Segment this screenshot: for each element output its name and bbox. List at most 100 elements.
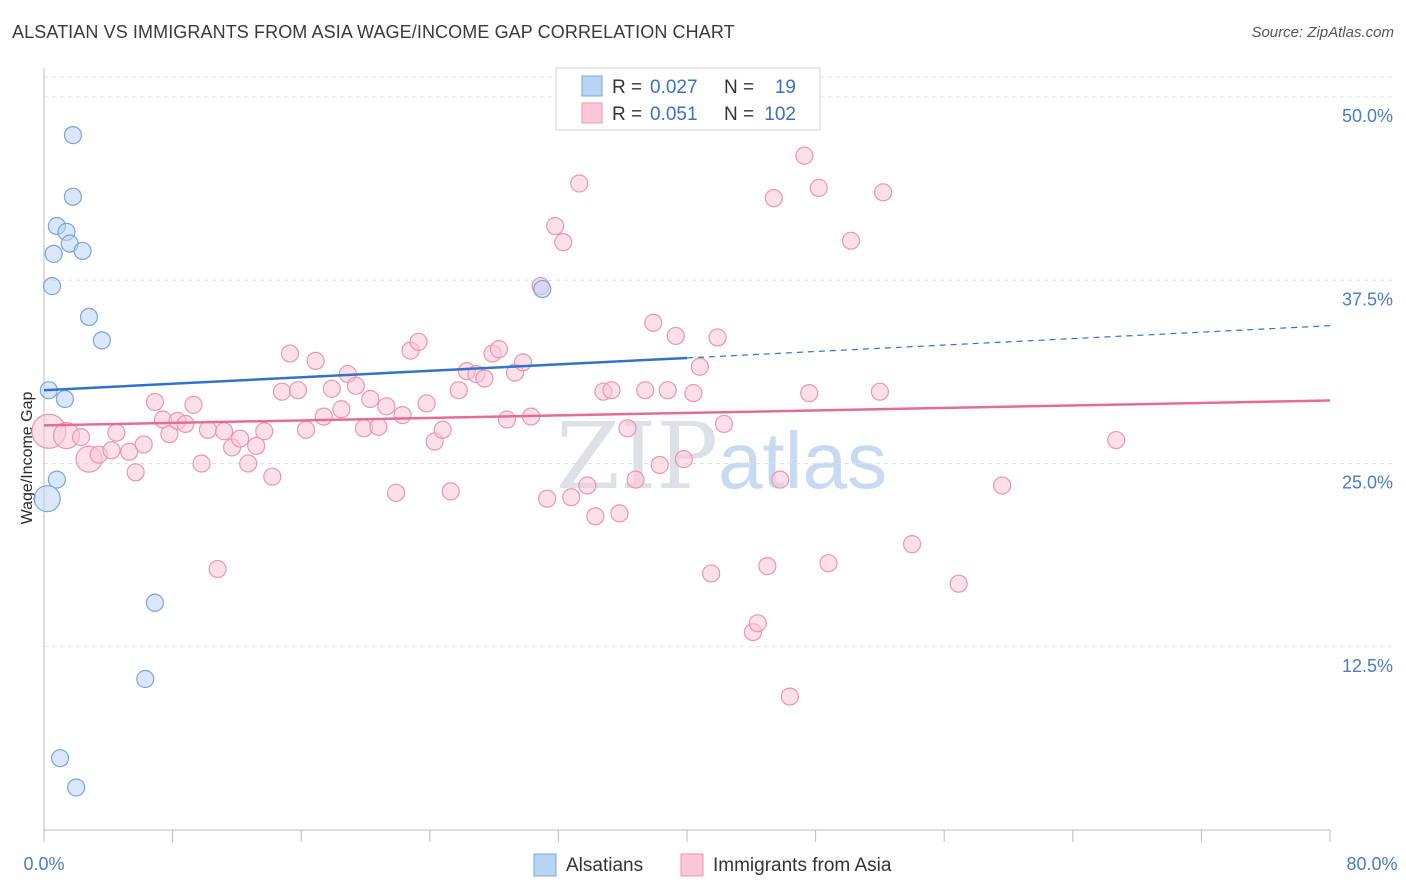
data-point — [658, 381, 677, 400]
data-point — [949, 574, 968, 593]
data-point — [361, 389, 380, 409]
legend-n-label-1: N = — [724, 77, 754, 98]
data-point — [73, 241, 92, 261]
data-point — [192, 454, 211, 473]
legend-swatch-immigrants — [581, 102, 603, 124]
data-point — [71, 428, 91, 447]
data-point — [780, 687, 799, 706]
data-point — [690, 357, 709, 376]
data-point — [497, 410, 517, 429]
trend-line-alsatians — [43, 356, 688, 392]
data-point — [386, 483, 406, 502]
data-point — [208, 559, 227, 579]
y-tick-label: 37.5% — [1342, 289, 1393, 309]
data-point — [489, 340, 509, 359]
data-point — [332, 400, 351, 419]
data-point — [702, 564, 721, 583]
legend-n-value-1: 19 — [775, 77, 796, 98]
legend-r-value-1: 0.027 — [650, 77, 698, 98]
data-point — [198, 420, 218, 439]
data-point — [67, 778, 86, 797]
data-point — [322, 379, 341, 398]
chart-source: Source: ZipAtlas.com — [1251, 24, 1394, 41]
data-point — [47, 470, 66, 489]
data-point — [409, 332, 428, 351]
data-point — [63, 126, 83, 145]
data-point — [306, 351, 325, 370]
data-point — [102, 441, 121, 460]
data-point — [764, 189, 783, 208]
data-point — [314, 407, 333, 426]
y-axis-tick-labels: 12.5% 25.0% 37.5% 50.0% — [1342, 106, 1393, 676]
data-point — [441, 482, 460, 501]
data-point — [618, 419, 637, 438]
data-point — [644, 313, 663, 332]
legend-n-value-2: 102 — [764, 104, 796, 125]
data-point — [562, 488, 581, 507]
data-point — [107, 423, 126, 442]
data-point — [134, 435, 153, 454]
data-point — [475, 369, 494, 388]
data-point — [636, 381, 655, 400]
data-point — [55, 389, 74, 409]
data-point — [50, 749, 70, 768]
series-alsatians-points — [33, 126, 552, 797]
data-point — [145, 593, 165, 612]
data-point — [870, 382, 890, 401]
data-point — [666, 326, 685, 346]
y-tick-label: 12.5% — [1342, 656, 1393, 676]
legend-r-value-2: 0.051 — [650, 104, 698, 125]
data-point — [992, 476, 1012, 495]
data-point — [626, 470, 645, 489]
data-point — [902, 535, 922, 554]
data-point — [417, 394, 436, 413]
data-point — [758, 557, 777, 576]
data-point — [819, 554, 838, 573]
data-point — [63, 187, 83, 206]
data-point — [120, 442, 139, 461]
data-point — [578, 476, 597, 495]
data-point — [610, 504, 629, 523]
trend-lines — [43, 325, 1331, 427]
data-point — [214, 422, 234, 441]
data-point — [513, 353, 533, 372]
chart-title: ALSATIAN VS IMMIGRANTS FROM ASIA WAGE/IN… — [12, 22, 735, 42]
data-point — [44, 244, 63, 263]
data-point — [272, 382, 292, 401]
watermark-zip: ZIP — [556, 403, 718, 510]
data-point — [92, 331, 111, 350]
data-point — [874, 183, 893, 202]
y-tick-label: 25.0% — [1342, 473, 1393, 493]
data-point — [145, 392, 165, 412]
data-point — [79, 307, 99, 326]
data-point — [570, 174, 589, 193]
watermark-atlas: atlas — [718, 416, 887, 505]
data-point — [708, 328, 727, 347]
data-point — [684, 384, 703, 403]
data-point — [231, 429, 250, 448]
data-point — [247, 436, 266, 456]
data-point — [554, 233, 573, 252]
data-point — [136, 669, 155, 689]
data-point — [263, 467, 282, 486]
data-point — [795, 146, 814, 165]
data-point — [184, 395, 203, 414]
bottom-legend-swatch-immigrants — [680, 853, 704, 877]
data-point — [393, 406, 412, 425]
data-point — [538, 489, 557, 508]
data-point — [346, 376, 365, 395]
legend-r-label-2: R = — [612, 104, 642, 125]
data-point — [546, 216, 565, 236]
data-point — [1107, 430, 1126, 450]
x-tick-label-min: 0.0% — [23, 854, 64, 874]
data-point — [288, 381, 308, 400]
data-point — [586, 507, 605, 526]
x-axis-ticks — [43, 830, 1331, 842]
data-point — [602, 381, 621, 400]
y-axis-label: Wage/Income Gap — [19, 392, 36, 525]
bottom-legend-label-immigrants: Immigrants from Asia — [713, 855, 892, 876]
data-point — [296, 420, 316, 439]
legend-box: R = 0.027 N = 19 R = 0.051 N = 102 — [555, 67, 821, 131]
data-point — [280, 344, 300, 363]
